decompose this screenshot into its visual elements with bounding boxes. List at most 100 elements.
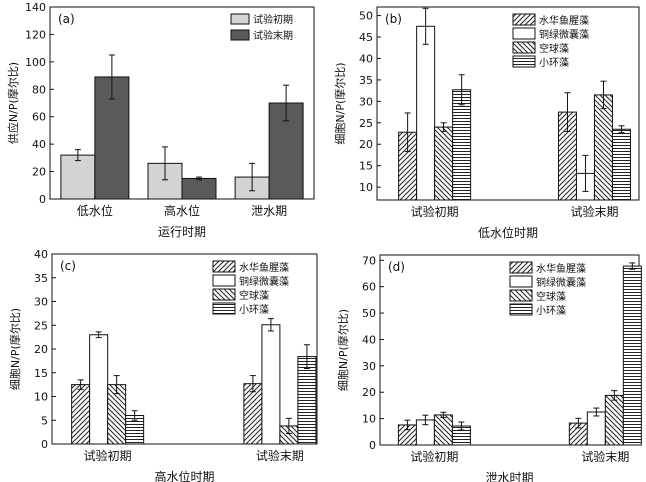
panel-label: (b) [385,12,402,26]
bar [416,25,436,201]
bar [243,383,263,445]
y-tick-label: 20 [362,386,376,399]
bar [60,154,96,200]
y-axis-label: 供应N/P(摩尔比) [6,62,20,144]
y-tick-label: 15 [34,367,48,380]
y-axis-label: 细胞N/P(摩尔比) [336,309,350,391]
y-tick-label: 120 [25,28,46,41]
bar [297,356,317,445]
bar [181,177,217,200]
y-tick-label: 10 [359,181,373,194]
y-tick-label: 20 [34,343,48,356]
y-tick-label: 140 [25,1,46,14]
legend-swatch [509,261,533,274]
bar [261,324,281,445]
legend-label: 铜绿微囊藻 [239,275,289,288]
y-tick-label: 30 [362,360,376,373]
y-axis-label: 细胞N/P(摩尔比) [8,308,22,390]
bar [433,414,453,446]
x-tick-label: 试验初期 [411,204,459,219]
y-tick-label: 60 [362,281,376,294]
x-axis-label: 泄水时期 [485,471,533,482]
y-tick-label: 30 [359,95,373,108]
legend-swatch [512,55,536,68]
x-tick-label: 试验初期 [84,448,132,463]
y-tick-label: 25 [34,319,48,332]
y-tick-label: 30 [34,296,48,309]
legend-label: 水华鱼腥藻 [536,262,586,275]
legend-label: 铜绿微囊藻 [539,28,589,41]
bar [593,94,613,201]
legend-swatch [509,275,533,288]
y-tick-label: 40 [32,138,46,151]
x-tick-label: 泄水期 [251,204,287,218]
y-tick-label: 20 [359,138,373,151]
legend-swatch [230,13,250,25]
legend-swatch [230,29,250,41]
x-tick-label: 高水位 [164,203,200,218]
y-tick-label: 80 [32,83,46,96]
y-axis-label: 细胞N/P(摩尔比) [333,62,347,144]
panel-label: (d) [388,260,405,274]
legend-swatch [512,27,536,40]
x-axis-label: 高水位时期 [154,469,214,482]
y-tick-label: 40 [362,333,376,346]
legend-label: 小环藻 [536,304,566,317]
y-tick-label: 35 [34,272,48,285]
y-tick-label: 50 [359,10,373,23]
y-tick-label: 25 [359,117,373,130]
x-axis-label: 低水位时期 [478,225,538,240]
legend-swatch [509,289,533,302]
legend-swatch [212,274,236,287]
legend-swatch [212,288,236,301]
legend-label: 小环藻 [539,56,569,69]
x-tick-label: 试验末期 [256,448,304,463]
x-axis-label: 运行时期 [158,225,206,239]
legend-swatch [212,260,236,273]
y-tick-label: 50 [362,307,376,320]
bar [622,265,642,446]
y-tick-label: 35 [359,74,373,87]
y-tick-label: 40 [34,248,48,261]
y-tick-label: 100 [25,56,46,69]
legend-label: 水华鱼腥藻 [539,14,589,27]
x-tick-label: 试验末期 [570,204,618,219]
legend-label: 试验初期 [253,13,293,26]
legend-swatch [509,303,533,316]
legend-label: 水华鱼腥藻 [239,261,289,274]
x-tick-label: 试验初期 [410,449,458,464]
legend-label: 小环藻 [239,303,269,316]
bar [71,384,91,445]
bar [611,128,631,201]
legend-swatch [212,302,236,315]
legend-label: 空球藻 [536,290,566,303]
x-tick-label: 低水位 [77,203,113,218]
legend-label: 空球藻 [539,42,569,55]
bar [89,334,109,445]
bar [434,126,454,201]
panel-label: (c) [60,259,76,273]
y-tick-label: 20 [32,166,46,179]
panel-label: (a) [58,12,75,26]
y-tick-label: 10 [34,391,48,404]
bar [586,411,606,446]
legend-swatch [512,41,536,54]
y-tick-label: 10 [362,413,376,426]
legend-label: 试验末期 [253,29,293,42]
legend-label: 铜绿微囊藻 [536,276,586,289]
y-tick-label: 40 [359,52,373,65]
plot-frame [376,6,640,201]
y-tick-label: 0 [39,193,46,206]
y-tick-label: 0 [41,438,48,451]
bar [452,89,472,201]
legend-label: 空球藻 [239,289,269,302]
x-tick-label: 试验末期 [581,449,629,464]
